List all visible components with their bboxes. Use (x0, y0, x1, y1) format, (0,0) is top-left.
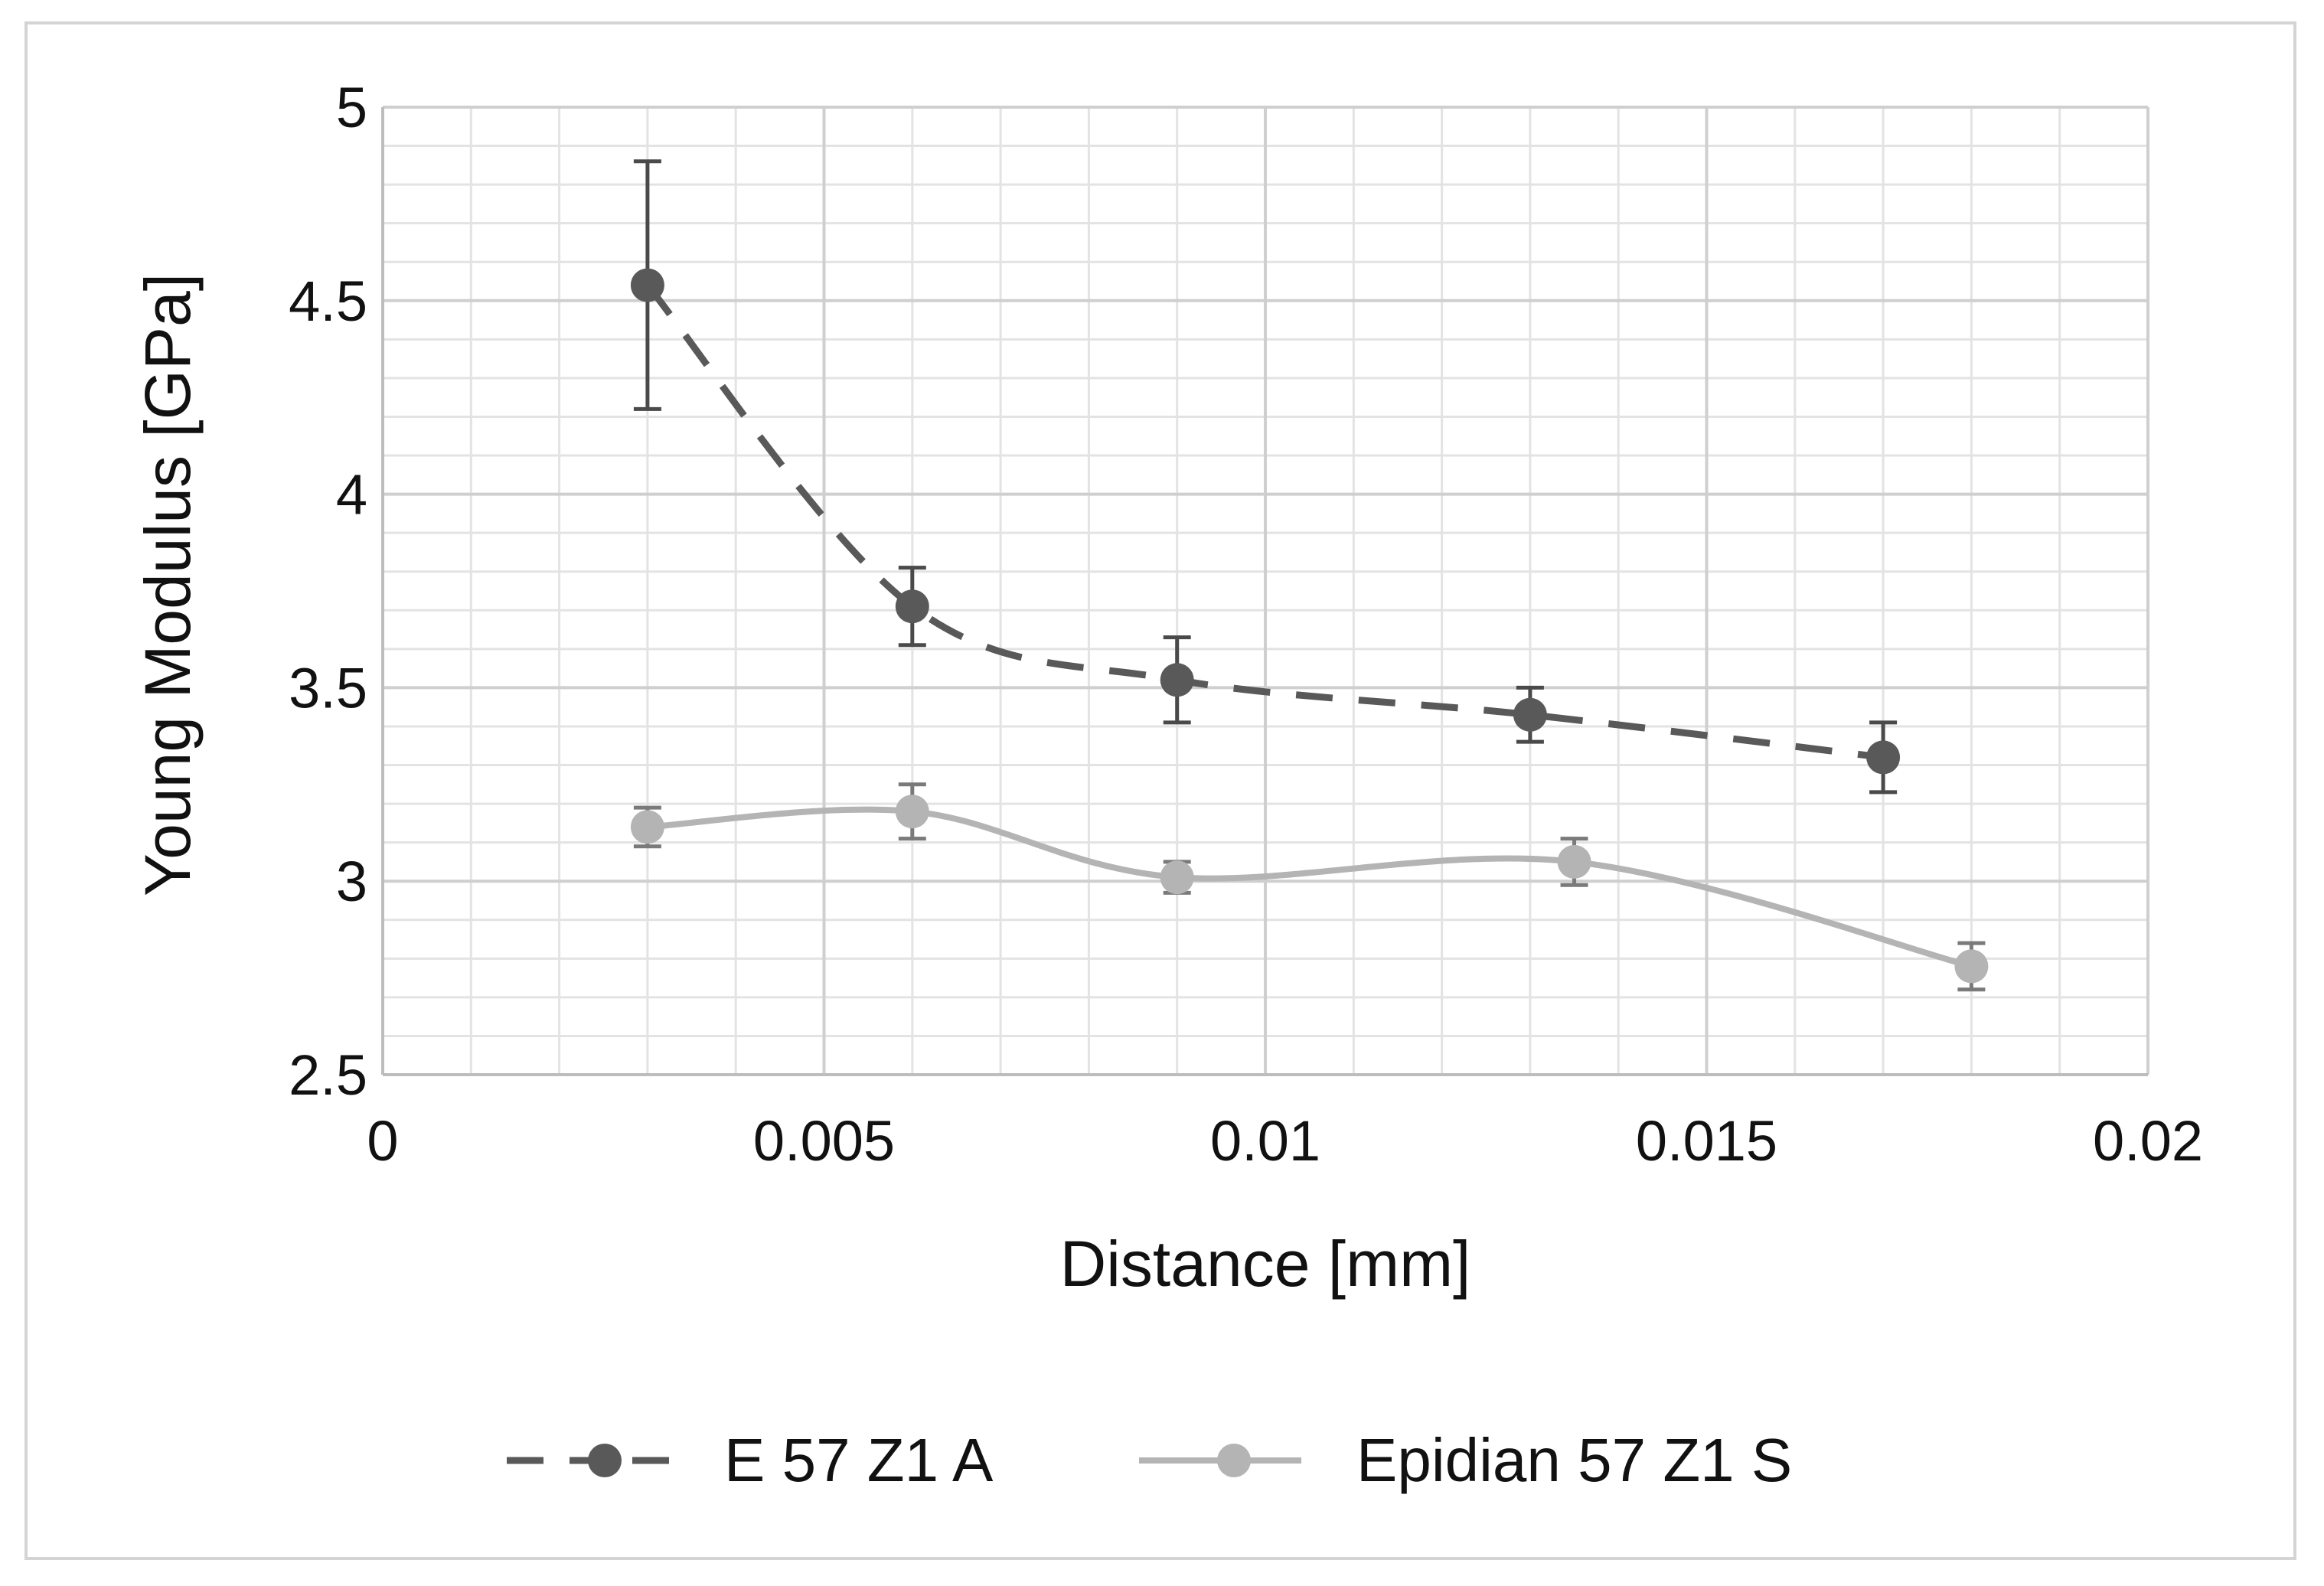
legend: E 57 Z1 A Epidian 57 Z1 S (507, 1426, 1792, 1494)
data-point-epidian (1954, 949, 1989, 984)
data-point-epidian (1160, 860, 1194, 895)
x-axis-title: Distance [mm] (1060, 1228, 1471, 1300)
data-point-epidian (630, 810, 664, 844)
legend-swatch-marker-e57 (588, 1444, 622, 1477)
data-point-epidian (895, 795, 929, 829)
data-point-epidian (1557, 844, 1591, 879)
axes (381, 107, 2148, 1076)
x-tick-label: 0 (367, 1109, 398, 1173)
chart-frame (24, 21, 2296, 1560)
legend-swatch-marker-epidian (1217, 1444, 1251, 1477)
x-tick-label: 0.01 (1210, 1109, 1320, 1173)
x-tick-label: 0.015 (1636, 1109, 1777, 1173)
data-point-e57 (1866, 740, 1901, 775)
data-point-e57 (630, 268, 664, 302)
x-tick-label: 0.005 (753, 1109, 895, 1173)
data-point-e57 (1160, 663, 1194, 697)
series-layer (630, 159, 1989, 992)
series-line-epidian (647, 806, 1973, 970)
y-tick-label: 4 (336, 463, 367, 527)
data-point-e57 (895, 589, 929, 624)
y-tick-label: 3.5 (289, 656, 367, 720)
legend-label-epidian: Epidian 57 Z1 S (1356, 1426, 1792, 1494)
y-tick-label: 4.5 (289, 269, 367, 333)
legend-item-e57[interactable]: E 57 Z1 A (507, 1426, 994, 1494)
y-axis-title: Young Modulus [GPa] (132, 273, 204, 896)
legend-item-epidian[interactable]: Epidian 57 Z1 S (1139, 1426, 1792, 1494)
y-tick-label: 2.5 (289, 1043, 367, 1107)
y-tick-label: 3 (336, 850, 367, 913)
x-tick-label: 0.02 (2093, 1109, 2203, 1173)
y-tick-label: 5 (336, 76, 367, 139)
legend-label-e57: E 57 Z1 A (724, 1426, 994, 1494)
data-point-e57 (1513, 697, 1547, 732)
tick-labels: 0 0.005 0.01 0.015 0.02 2.5 3 3.5 4 4.5 5 (289, 76, 2203, 1173)
